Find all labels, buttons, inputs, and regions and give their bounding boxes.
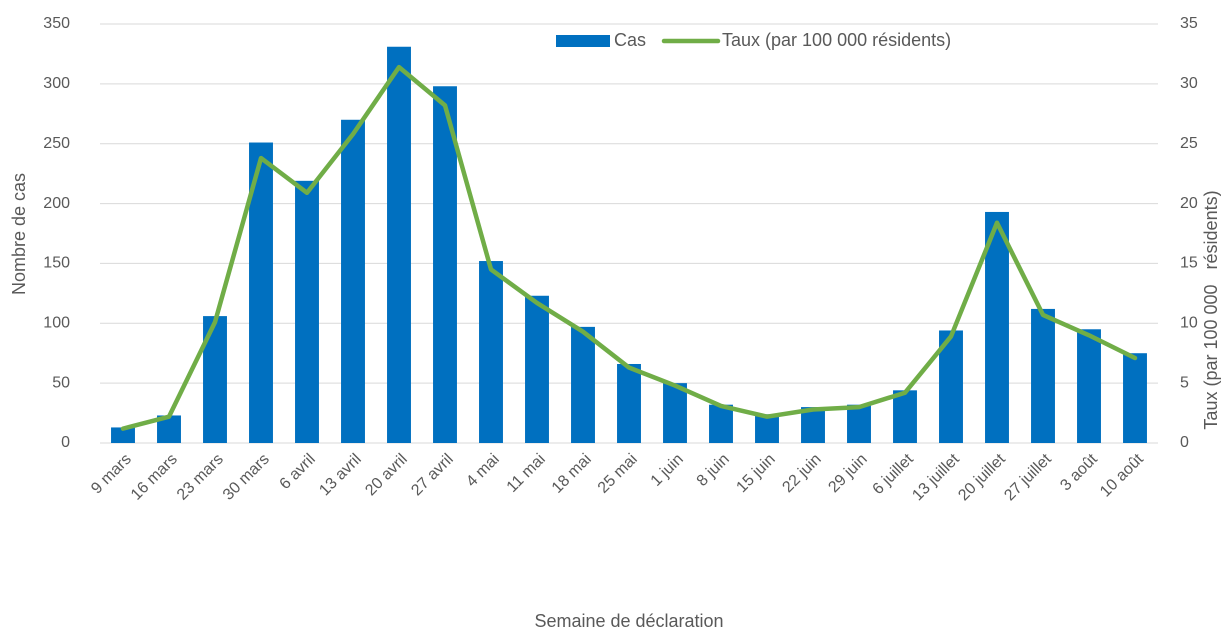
bar [939,330,963,443]
x-tick-label: 13 avril [316,451,365,500]
line [120,64,1138,431]
y-tick-label: 200 [43,195,70,212]
legend-swatch [556,35,610,47]
bar [433,86,457,443]
y2-tick-label: 35 [1180,15,1198,32]
x-tick-label: 29 juin [825,451,870,496]
y-tick-label: 300 [43,75,70,92]
bar [571,326,595,443]
bar [985,211,1009,443]
bar [479,261,503,443]
bar [525,295,549,443]
bar [1077,329,1101,443]
bar [295,180,319,443]
y2-tick-label: 15 [1180,255,1198,272]
bar [617,363,641,443]
y-tick-label: 50 [52,374,70,391]
bar [1123,353,1147,443]
y-tick-label: 350 [43,15,70,32]
bar [893,390,917,443]
x-tick-label: 30 mars [220,451,273,504]
y-tick-label: 100 [43,315,70,332]
y-tick-label: 250 [43,135,70,152]
bar [203,316,227,443]
x-tick-label: 3 août [1057,450,1101,494]
legend-label: Taux (par 100 000 résidents) [722,30,951,50]
y2-tick-label: 30 [1180,75,1198,92]
y2-tick-label: 5 [1180,374,1189,391]
legend-label: Cas [614,30,646,50]
y2-tick-label: 0 [1180,434,1189,451]
x-tick-label: 6 avril [277,451,319,493]
x-tick-label: 23 mars [174,451,227,504]
bar [663,383,687,443]
bar [341,119,365,444]
x-tick-label: 10 août [1097,450,1147,500]
y2-axis-title: Taux (par 100 000 résidents) [1201,190,1221,429]
x-tick-label: 15 juin [733,451,778,496]
bar [755,414,779,443]
x-tick-label: 4 mai [463,451,503,491]
y-tick-label: 0 [61,434,70,451]
y2-tick-label: 20 [1180,195,1198,212]
x-axis-title: Semaine de déclaration [534,611,723,631]
x-tick-label: 27 avril [408,451,457,500]
y2-tick-label: 10 [1180,315,1198,332]
x-tick-label: 20 juillet [955,450,1009,504]
y-axis-title: Nombre de cas [9,173,29,295]
x-tick-label: 20 avril [362,451,411,500]
bar [709,404,733,443]
x-tick-label: 13 juillet [909,450,963,504]
bar [1031,308,1055,443]
y2-tick-label: 25 [1180,135,1198,152]
bar [249,142,273,443]
x-tick-label: 25 mai [595,451,641,497]
x-tick-label: 18 mai [549,451,595,497]
x-tick-label: 8 juin [694,451,733,490]
x-tick-label: 22 juin [779,451,824,496]
x-tick-label: 27 juillet [1001,450,1055,504]
y-tick-label: 150 [43,255,70,272]
bar [157,415,181,443]
x-tick-label: 16 mars [128,451,181,504]
x-tick-label: 1 juin [648,451,687,490]
bar [847,404,871,443]
bar [801,407,825,443]
x-tick-label: 11 mai [504,451,549,496]
bar [111,427,135,443]
bar [387,46,411,443]
